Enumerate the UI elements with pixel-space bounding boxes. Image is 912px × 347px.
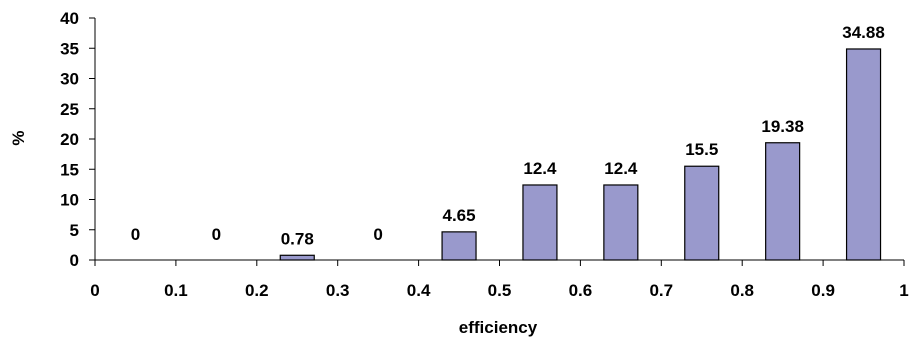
y-tick-label-1: 5 bbox=[70, 221, 79, 240]
bar-5 bbox=[522, 184, 558, 261]
data-label-0: 0 bbox=[131, 225, 140, 244]
x-tick-label-9: 0.9 bbox=[811, 281, 835, 300]
data-label-1: 0 bbox=[212, 225, 221, 244]
y-tick-label-5: 25 bbox=[60, 100, 79, 119]
axes-group bbox=[89, 17, 905, 266]
x-tick-label-6: 0.6 bbox=[569, 281, 593, 300]
x-tick-label-8: 0.8 bbox=[730, 281, 754, 300]
data-label-7: 15.5 bbox=[685, 140, 718, 159]
bar-4 bbox=[441, 231, 477, 261]
bar-7 bbox=[684, 165, 720, 261]
data-label-2: 0.78 bbox=[281, 229, 314, 248]
x-tick-label-0: 0 bbox=[90, 281, 99, 300]
bar-6 bbox=[603, 184, 639, 261]
bar-2 bbox=[279, 254, 315, 261]
bars-group bbox=[279, 48, 882, 261]
y-tick-label-0: 0 bbox=[70, 251, 79, 270]
x-tick-label-5: 0.5 bbox=[488, 281, 512, 300]
data-label-5: 12.4 bbox=[523, 159, 557, 178]
y-tick-labels-group: 0 5 10 15 20 25 30 35 40 bbox=[60, 9, 79, 270]
data-label-9: 34.88 bbox=[842, 23, 885, 42]
data-label-6: 12.4 bbox=[604, 159, 638, 178]
y-tick-label-2: 10 bbox=[60, 191, 79, 210]
x-tick-labels-group: 0 0.1 0.2 0.3 0.4 0.5 0.6 0.7 0.8 0.9 1 bbox=[90, 281, 908, 300]
x-tick-label-4: 0.4 bbox=[407, 281, 431, 300]
bar-9 bbox=[845, 48, 882, 261]
bar-8 bbox=[765, 142, 801, 261]
data-labels-group: 0 0 0.78 0 4.65 12.4 12.4 15.5 19.38 34.88 bbox=[131, 23, 885, 248]
y-axis-title: % bbox=[9, 130, 28, 145]
y-tick-label-4: 20 bbox=[60, 130, 79, 149]
x-axis-title: efficiency bbox=[459, 318, 538, 337]
data-label-8: 19.38 bbox=[761, 117, 804, 136]
y-tick-label-8: 40 bbox=[60, 9, 79, 28]
x-tick-label-7: 0.7 bbox=[649, 281, 673, 300]
x-tick-label-10: 1 bbox=[899, 281, 908, 300]
y-tick-label-7: 35 bbox=[60, 39, 79, 58]
x-tick-label-2: 0.2 bbox=[245, 281, 269, 300]
x-tick-label-3: 0.3 bbox=[326, 281, 350, 300]
y-tick-label-3: 15 bbox=[60, 160, 79, 179]
y-tick-label-6: 30 bbox=[60, 70, 79, 89]
data-label-3: 0 bbox=[373, 225, 382, 244]
x-tick-label-1: 0.1 bbox=[164, 281, 188, 300]
data-label-4: 4.65 bbox=[443, 206, 476, 225]
